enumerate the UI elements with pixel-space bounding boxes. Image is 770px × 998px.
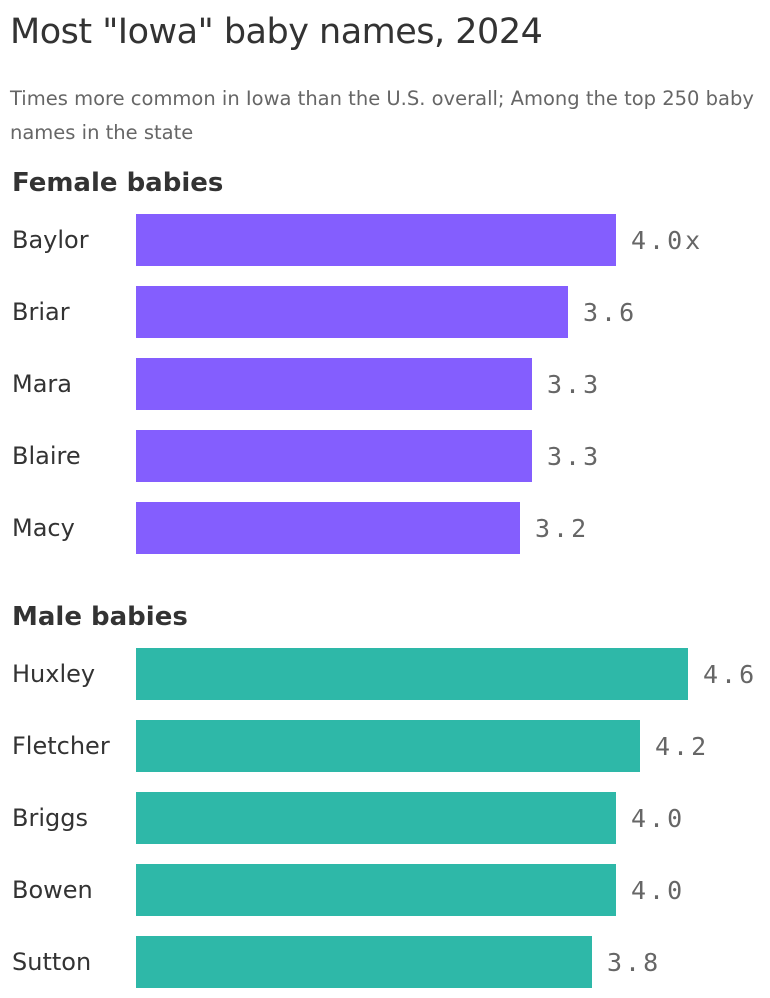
value-label: 4.6	[703, 660, 757, 689]
value-label: 3.3	[547, 370, 601, 399]
category-label: Blaire	[12, 442, 81, 470]
category-label: Sutton	[12, 948, 91, 976]
bar	[136, 430, 532, 482]
bar	[136, 214, 616, 266]
bar	[136, 864, 616, 916]
category-label: Huxley	[12, 660, 95, 688]
category-label: Mara	[12, 370, 72, 398]
value-label: 3.8	[607, 948, 661, 977]
value-label: 4.0x	[631, 226, 703, 255]
category-label: Macy	[12, 514, 75, 542]
value-label: 4.2	[655, 732, 709, 761]
category-label: Briar	[12, 298, 70, 326]
value-label: 3.6	[583, 298, 637, 327]
bar	[136, 648, 688, 700]
bar	[136, 502, 520, 554]
female-section-title: Female babies	[12, 168, 224, 198]
category-label: Briggs	[12, 804, 88, 832]
chart-subtitle: Times more common in Iowa than the U.S. …	[10, 87, 754, 144]
bar	[136, 358, 532, 410]
value-label: 3.3	[547, 442, 601, 471]
bar	[136, 936, 592, 988]
value-label: 3.2	[535, 514, 589, 543]
bar	[136, 792, 616, 844]
male-section-title: Male babies	[12, 602, 188, 632]
bar	[136, 720, 640, 772]
category-label: Bowen	[12, 876, 93, 904]
value-label: 4.0	[631, 804, 685, 833]
bar	[136, 286, 568, 338]
value-label: 4.0	[631, 876, 685, 905]
category-label: Baylor	[12, 226, 89, 254]
category-label: Fletcher	[12, 732, 110, 760]
chart-title: Most "Iowa" baby names, 2024	[10, 12, 543, 52]
